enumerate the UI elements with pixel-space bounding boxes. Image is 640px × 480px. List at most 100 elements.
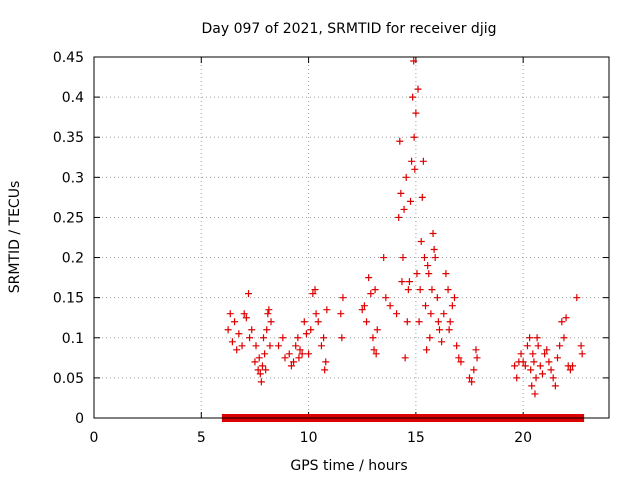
data-point <box>409 93 417 101</box>
data-point <box>556 342 564 350</box>
data-point <box>399 254 407 262</box>
data-point <box>468 378 476 386</box>
data-point <box>314 318 322 326</box>
data-point <box>260 334 268 342</box>
data-point <box>257 378 265 386</box>
data-point <box>410 133 418 141</box>
data-point <box>226 310 234 318</box>
data-point <box>233 346 241 354</box>
data-point <box>254 366 262 374</box>
data-point <box>287 362 295 370</box>
data-point <box>448 302 456 310</box>
data-point <box>473 354 481 362</box>
data-point <box>275 342 283 350</box>
x-tick-label: 10 <box>300 430 318 446</box>
data-point <box>527 366 535 374</box>
y-tick-label: 0.05 <box>53 371 84 387</box>
data-point <box>417 238 425 246</box>
data-point <box>545 358 553 366</box>
data-point <box>424 262 432 270</box>
data-point <box>430 246 438 254</box>
chart-title: Day 097 of 2021, SRMTID for receiver dji… <box>202 21 497 37</box>
data-point <box>407 197 415 205</box>
data-point <box>281 354 289 362</box>
data-point <box>224 326 232 334</box>
data-point <box>256 370 264 378</box>
data-point <box>472 346 480 354</box>
data-point <box>372 350 380 358</box>
y-axis-label: SRMTID / TECUs <box>7 181 23 294</box>
data-point <box>360 302 368 310</box>
data-point <box>410 57 418 65</box>
y-tick-label: 0.25 <box>53 210 84 226</box>
data-point <box>369 334 377 342</box>
data-point <box>323 306 331 314</box>
data-point <box>466 374 474 382</box>
data-point <box>431 254 439 262</box>
data-point <box>238 342 246 350</box>
data-point <box>312 310 320 318</box>
data-point <box>434 318 442 326</box>
data-point <box>294 334 302 342</box>
data-point <box>339 294 347 302</box>
data-point <box>521 362 529 370</box>
data-point <box>541 350 549 358</box>
data-point <box>566 366 574 374</box>
data-point <box>554 354 561 362</box>
data-point <box>266 342 274 350</box>
data-point <box>255 354 263 362</box>
data-point <box>531 390 539 398</box>
data-point <box>358 306 366 314</box>
data-point <box>420 254 428 262</box>
data-point <box>533 334 541 342</box>
data-point <box>405 278 413 286</box>
data-point <box>427 310 435 318</box>
data-point <box>428 286 436 294</box>
data-point <box>295 354 303 362</box>
data-point <box>393 310 401 318</box>
data-point <box>404 286 412 294</box>
data-point <box>530 358 538 366</box>
data-point <box>412 109 420 117</box>
y-tick-label: 0.4 <box>62 90 84 106</box>
x-axis-label: GPS time / hours <box>290 458 407 474</box>
data-point <box>445 326 453 334</box>
data-point <box>258 362 266 370</box>
data-point <box>320 334 328 342</box>
data-point <box>246 334 254 342</box>
x-tick-label: 20 <box>514 430 532 446</box>
data-point <box>235 330 243 338</box>
data-point <box>413 270 421 278</box>
y-tick-label: 0.1 <box>62 331 84 347</box>
data-point <box>573 294 581 302</box>
data-point <box>435 326 443 334</box>
data-point <box>451 294 458 302</box>
data-point <box>311 286 319 294</box>
data-point <box>419 157 427 165</box>
data-point <box>307 326 315 334</box>
data-point <box>453 342 461 350</box>
data-point <box>534 342 542 350</box>
data-point <box>402 173 410 181</box>
data-point <box>577 342 585 350</box>
data-point <box>322 358 330 366</box>
data-point <box>240 310 248 318</box>
data-point <box>317 342 325 350</box>
data-point <box>305 350 313 358</box>
data-point <box>337 310 345 318</box>
data-point <box>296 346 304 354</box>
data-point <box>551 382 559 390</box>
data-point <box>543 346 551 354</box>
data-point <box>373 326 381 334</box>
data-point <box>263 326 271 334</box>
x-tick-label: 15 <box>407 430 425 446</box>
y-tick-label: 0 <box>75 411 84 427</box>
data-point <box>285 350 293 358</box>
data-point <box>302 330 310 338</box>
data-point <box>309 290 317 298</box>
data-point <box>300 318 308 326</box>
data-point <box>365 274 373 282</box>
data-point <box>292 342 300 350</box>
data-point <box>418 193 426 201</box>
data-point <box>523 342 531 350</box>
